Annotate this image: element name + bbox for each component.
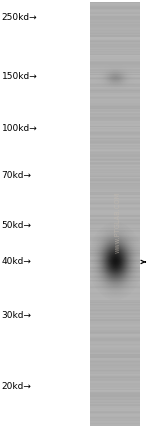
Text: 150kd→: 150kd→ [2,71,37,81]
Text: www.PTGLAB.COM: www.PTGLAB.COM [115,192,121,253]
Text: 20kd→: 20kd→ [2,381,31,391]
Text: 70kd→: 70kd→ [2,171,31,180]
Text: 250kd→: 250kd→ [2,13,37,23]
Text: 40kd→: 40kd→ [2,257,31,267]
Text: 30kd→: 30kd→ [2,311,31,321]
Text: 100kd→: 100kd→ [2,124,37,133]
Text: 50kd→: 50kd→ [2,221,31,231]
